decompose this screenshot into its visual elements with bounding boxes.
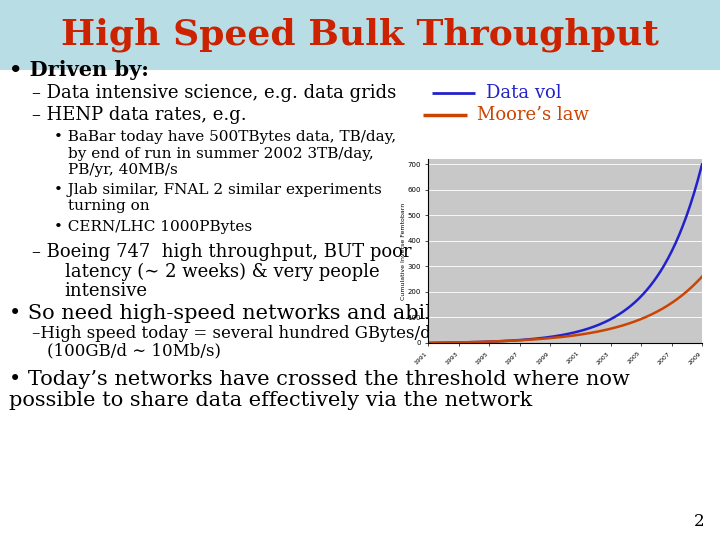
Text: turning on: turning on [68,199,150,213]
Text: 2: 2 [693,514,704,530]
Text: Data vol: Data vol [486,84,562,102]
Text: • BaBar today have 500TBytes data, TB/day,: • BaBar today have 500TBytes data, TB/da… [54,130,396,144]
Text: latency (∼ 2 weeks) & very people: latency (∼ 2 weeks) & very people [65,262,379,281]
Text: by end of run in summer 2002 3TB/day,: by end of run in summer 2002 3TB/day, [68,147,374,161]
Text: – Data intensive science, e.g. data grids: – Data intensive science, e.g. data grid… [32,84,397,102]
Text: • CERN/LHC 1000PBytes: • CERN/LHC 1000PBytes [54,220,252,234]
Text: possible to share data effectively via the network: possible to share data effectively via t… [9,391,532,410]
Text: • Jlab similar, FNAL 2 similar experiments: • Jlab similar, FNAL 2 similar experimen… [54,183,382,197]
Text: • Driven by:: • Driven by: [9,60,148,80]
Y-axis label: Cumulative Inverse Femtobarn: Cumulative Inverse Femtobarn [401,202,406,300]
Text: – HENP data rates, e.g.: – HENP data rates, e.g. [32,106,247,124]
Text: – Boeing 747  high throughput, BUT poor: – Boeing 747 high throughput, BUT poor [32,242,412,261]
Text: (100GB/d ∼ 10Mb/s): (100GB/d ∼ 10Mb/s) [47,342,221,360]
Text: High Speed Bulk Throughput: High Speed Bulk Throughput [61,18,659,52]
Text: –High speed today = several hundred GBytes/day – TB/day: –High speed today = several hundred GByt… [32,325,528,342]
Text: PB/yr, 40MB/s: PB/yr, 40MB/s [68,163,178,177]
Bar [0,0,720,70]
Text: • Today’s networks have crossed the threshold where now: • Today’s networks have crossed the thre… [9,369,629,389]
Text: Moore’s law: Moore’s law [477,106,589,124]
Text: intensive: intensive [65,281,148,300]
Text: • So need high-speed networks and ability to utilize: • So need high-speed networks and abilit… [9,303,559,323]
